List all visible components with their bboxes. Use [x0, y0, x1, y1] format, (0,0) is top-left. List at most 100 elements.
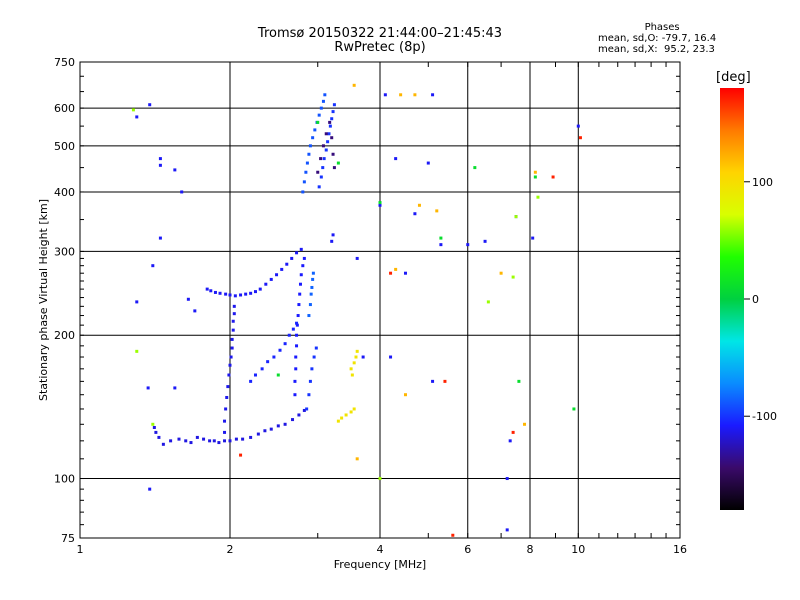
data-point	[355, 256, 359, 260]
data-point	[413, 93, 417, 97]
data-point	[294, 355, 298, 359]
y-tick-label: 400	[54, 186, 75, 199]
x-tick-label: 8	[527, 543, 534, 556]
data-point	[443, 379, 447, 383]
data-point	[193, 309, 197, 313]
data-point	[152, 425, 156, 429]
data-point	[290, 256, 294, 260]
data-point	[394, 157, 398, 161]
data-point	[258, 287, 262, 291]
data-point	[263, 429, 267, 433]
data-point	[310, 285, 314, 289]
data-point	[231, 328, 235, 332]
data-point	[328, 120, 332, 124]
data-point	[228, 439, 232, 443]
data-point	[161, 442, 165, 446]
data-point	[297, 413, 301, 417]
data-point	[319, 157, 323, 161]
data-point	[244, 292, 248, 296]
data-point	[230, 346, 234, 350]
data-point	[307, 393, 311, 397]
data-point	[321, 99, 325, 103]
data-point	[514, 215, 518, 219]
data-point	[378, 477, 382, 481]
data-point	[209, 289, 213, 293]
data-point	[146, 386, 150, 390]
x-tick-label: 2	[227, 543, 234, 556]
data-point	[344, 413, 348, 417]
data-point	[287, 333, 291, 337]
data-point	[309, 292, 313, 296]
data-point	[269, 277, 273, 281]
data-point	[148, 103, 152, 107]
data-point	[301, 190, 305, 194]
data-point	[551, 175, 555, 179]
data-point	[319, 106, 323, 110]
data-point	[536, 195, 540, 199]
data-point	[218, 291, 222, 295]
x-tick-label: 6	[464, 543, 471, 556]
data-point	[311, 277, 315, 281]
data-point	[403, 393, 407, 397]
data-point	[316, 120, 320, 124]
data-point	[256, 432, 260, 436]
data-point	[202, 437, 206, 441]
data-point	[403, 271, 407, 275]
data-point	[213, 290, 217, 294]
data-point	[378, 201, 382, 205]
data-point	[228, 293, 232, 297]
data-point	[473, 166, 477, 170]
data-point	[231, 319, 235, 323]
x-tick-label: 16	[673, 543, 687, 556]
data-point	[330, 117, 334, 121]
y-tick-label: 75	[61, 532, 75, 545]
data-point	[154, 430, 158, 434]
data-point	[223, 430, 227, 434]
data-point	[131, 108, 135, 112]
data-point	[283, 342, 287, 346]
data-point	[158, 236, 162, 240]
data-point	[417, 203, 421, 207]
data-point	[301, 264, 305, 268]
data-point	[205, 287, 209, 291]
data-point	[349, 367, 353, 371]
data-point	[269, 427, 273, 431]
y-tick-label: 300	[54, 245, 75, 258]
y-axis-label: Stationary phase Virtual Height [km]	[37, 199, 50, 401]
data-point	[327, 132, 331, 136]
data-point	[511, 430, 515, 434]
data-point	[241, 437, 245, 441]
data-point	[158, 157, 162, 161]
data-point	[383, 93, 387, 97]
stats-heading: Phases	[644, 22, 680, 33]
data-point	[158, 163, 162, 167]
data-point	[293, 393, 297, 397]
data-point	[572, 407, 576, 411]
data-point	[332, 166, 336, 170]
x-tick-label: 10	[571, 543, 585, 556]
data-point	[249, 291, 253, 295]
data-point	[321, 166, 325, 170]
data-point	[272, 355, 276, 359]
data-point	[533, 175, 537, 179]
x-tick-label: 4	[377, 543, 384, 556]
data-point	[295, 251, 299, 255]
data-point	[336, 419, 340, 423]
data-point	[431, 379, 435, 383]
data-point	[276, 373, 280, 377]
data-point	[260, 367, 264, 371]
data-point	[533, 170, 537, 174]
data-point	[169, 439, 173, 443]
data-point	[249, 379, 253, 383]
data-point	[217, 441, 221, 445]
stats-o-mode: mean, sd,O: -79.7, 16.4	[598, 33, 717, 44]
data-point	[355, 349, 359, 353]
data-point	[486, 300, 490, 304]
data-point	[483, 239, 487, 243]
data-point	[224, 292, 228, 296]
data-point	[302, 408, 306, 412]
data-point	[299, 247, 303, 251]
data-point	[224, 407, 228, 411]
colorbar-tick-label: 0	[752, 293, 759, 306]
